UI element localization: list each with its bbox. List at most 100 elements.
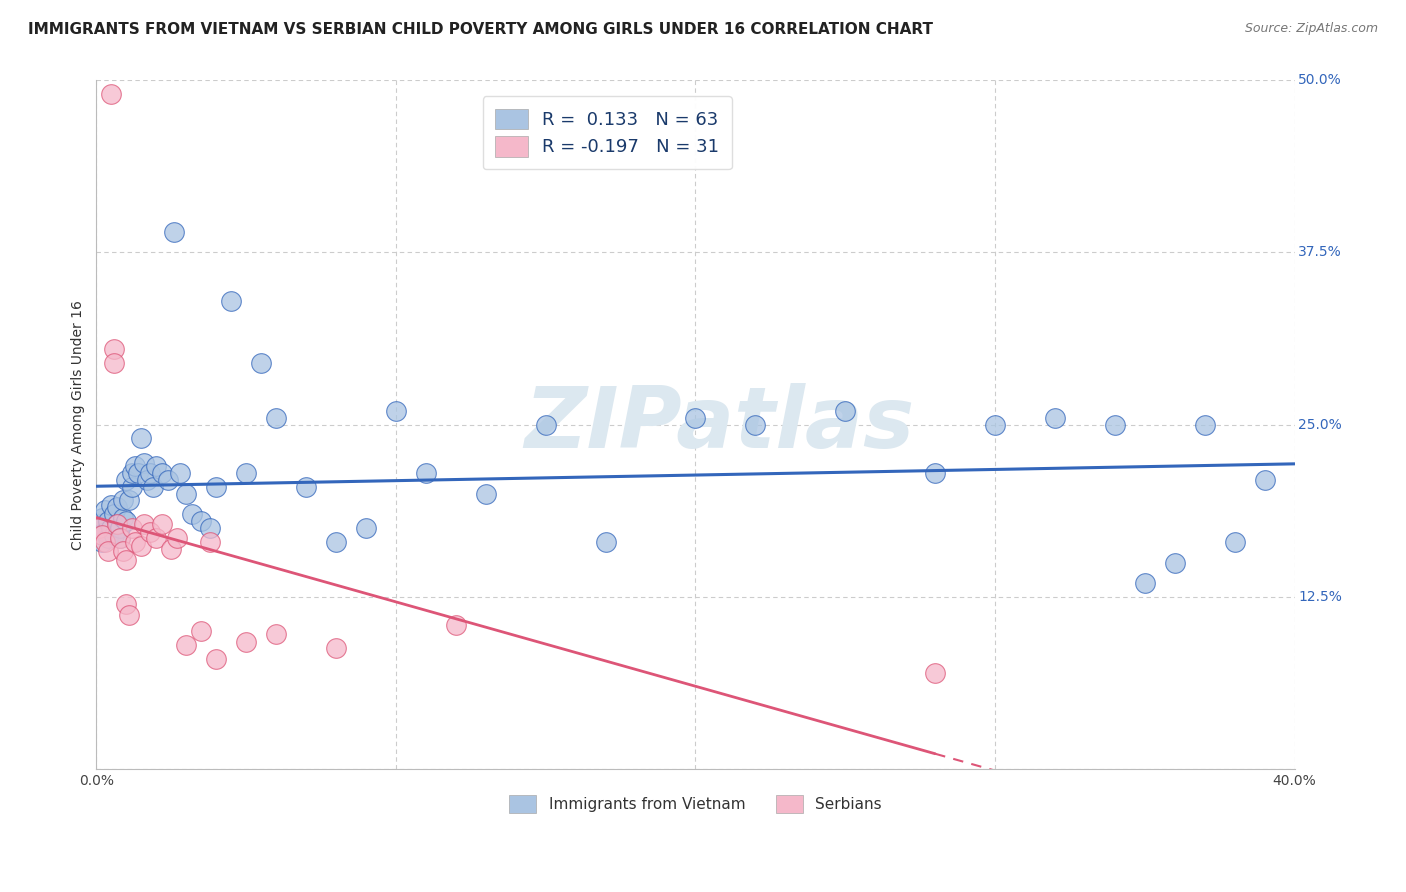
Point [1104, 417, 1126, 432]
Point [150, 466, 173, 480]
Point [100, 521, 122, 535]
Point [115, 553, 138, 567]
Text: IMMIGRANTS FROM VIETNAM VS SERBIAN CHILD POVERTY AMONG GIRLS UNDER 16 CORRELATIO: IMMIGRANTS FROM VIETNAM VS SERBIAN CHILD… [28, 22, 934, 37]
Point [110, 531, 132, 545]
Point [103, 508, 125, 522]
Point [94, 525, 117, 540]
Text: 25.0%: 25.0% [1298, 417, 1341, 432]
Point [115, 473, 138, 487]
Point [595, 534, 617, 549]
Point [134, 456, 156, 470]
Point [112, 511, 135, 525]
Point [112, 544, 135, 558]
Point [219, 293, 242, 308]
Point [105, 516, 128, 531]
Point [91, 511, 114, 525]
Point [169, 466, 191, 480]
Point [475, 486, 498, 500]
Point [163, 225, 186, 239]
Point [924, 466, 946, 480]
Point [115, 597, 138, 611]
Point [295, 480, 318, 494]
Point [174, 486, 197, 500]
Point [127, 466, 149, 480]
Point [94, 534, 117, 549]
Point [110, 531, 132, 545]
Point [129, 432, 152, 446]
Point [534, 417, 557, 432]
Point [100, 498, 122, 512]
Point [174, 638, 197, 652]
Point [103, 356, 125, 370]
Text: 37.5%: 37.5% [1298, 245, 1341, 260]
Point [744, 417, 766, 432]
Point [103, 342, 125, 356]
Point [150, 516, 173, 531]
Point [924, 665, 946, 680]
Point [112, 493, 135, 508]
Point [235, 635, 257, 649]
Point [264, 410, 287, 425]
Point [89, 521, 111, 535]
Point [1253, 473, 1275, 487]
Point [205, 652, 228, 666]
Point [181, 508, 204, 522]
Text: 50.0%: 50.0% [1298, 73, 1341, 87]
Point [444, 617, 467, 632]
Point [198, 534, 221, 549]
Point [139, 466, 162, 480]
Point [250, 356, 273, 370]
Point [190, 624, 212, 639]
Point [160, 541, 183, 556]
Point [121, 466, 143, 480]
Point [100, 87, 122, 101]
Point [136, 473, 159, 487]
Point [834, 404, 856, 418]
Point [124, 534, 146, 549]
Point [235, 466, 257, 480]
Point [1043, 410, 1066, 425]
Point [984, 417, 1007, 432]
Text: ZIPatlas: ZIPatlas [524, 384, 914, 467]
Point [94, 503, 117, 517]
Point [385, 404, 408, 418]
Point [110, 521, 132, 535]
Point [1164, 556, 1187, 570]
Point [129, 539, 152, 553]
Point [190, 514, 212, 528]
Point [685, 410, 707, 425]
Point [415, 466, 437, 480]
Point [121, 480, 143, 494]
Point [354, 521, 377, 535]
Point [115, 514, 138, 528]
Point [124, 458, 146, 473]
Point [325, 640, 347, 655]
Point [205, 480, 228, 494]
Point [134, 516, 156, 531]
Point [1194, 417, 1216, 432]
Point [121, 521, 143, 535]
Point [97, 514, 120, 528]
Text: Source: ZipAtlas.com: Source: ZipAtlas.com [1244, 22, 1378, 36]
Y-axis label: Child Poverty Among Girls Under 16: Child Poverty Among Girls Under 16 [72, 300, 86, 549]
Point [139, 525, 162, 540]
Point [91, 528, 114, 542]
Point [145, 531, 167, 545]
Point [264, 627, 287, 641]
Point [103, 528, 125, 542]
Point [325, 534, 347, 549]
Point [1223, 534, 1246, 549]
Point [1133, 576, 1156, 591]
Point [157, 473, 180, 487]
Point [118, 607, 141, 622]
Point [118, 493, 141, 508]
Point [145, 458, 167, 473]
Point [105, 500, 128, 515]
Point [97, 544, 120, 558]
Point [105, 516, 128, 531]
Point [198, 521, 221, 535]
Point [166, 531, 188, 545]
Legend: Immigrants from Vietnam, Serbians: Immigrants from Vietnam, Serbians [498, 785, 893, 823]
Point [91, 534, 114, 549]
Text: 12.5%: 12.5% [1298, 590, 1343, 604]
